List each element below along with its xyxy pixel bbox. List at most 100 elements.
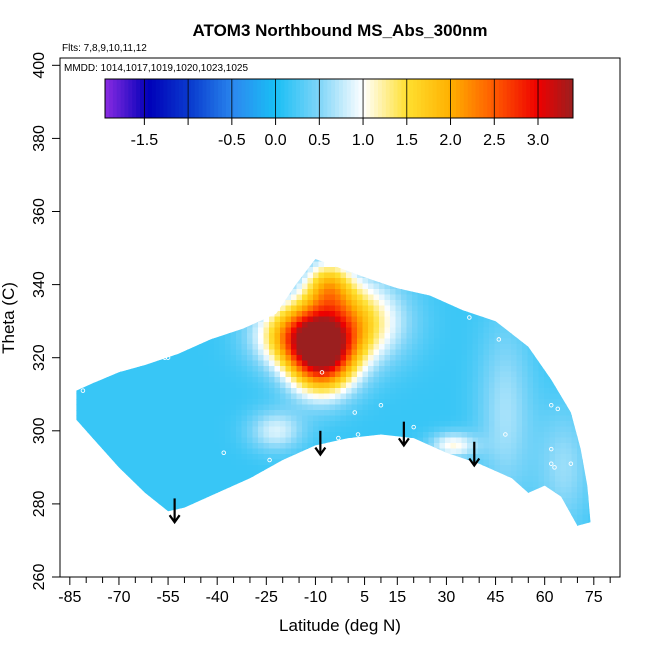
heatmap-cell — [219, 426, 226, 433]
heatmap-cell — [241, 487, 248, 494]
heatmap-cell — [181, 393, 188, 400]
heatmap-cell — [307, 327, 314, 334]
heatmap-cell — [164, 344, 171, 351]
heatmap-cell — [263, 305, 270, 312]
heatmap-cell — [170, 498, 177, 505]
heatmap-cell — [280, 388, 287, 395]
heatmap-cell — [307, 322, 314, 329]
heatmap-cell — [291, 234, 297, 240]
heatmap-cell — [219, 509, 226, 516]
heatmap-cell — [164, 454, 171, 461]
heatmap-cell — [302, 218, 308, 224]
heatmap-cell — [175, 525, 182, 526]
heatmap-cell — [137, 338, 144, 345]
heatmap-cell — [286, 575, 292, 581]
heatmap-cell — [203, 492, 210, 499]
heatmap-cell — [99, 553, 105, 559]
heatmap-cell — [324, 344, 331, 351]
heatmap-cell — [99, 113, 105, 119]
heatmap-cell — [208, 261, 215, 268]
heatmap-cell — [82, 141, 88, 147]
heatmap-cell — [297, 245, 303, 251]
heatmap-cell — [197, 404, 204, 411]
heatmap-cell — [82, 113, 88, 119]
heatmap-cell — [220, 542, 226, 548]
heatmap-cell — [77, 108, 83, 114]
heatmap-cell — [241, 503, 248, 510]
heatmap-cell — [280, 157, 286, 163]
heatmap-cell — [159, 300, 166, 307]
heatmap-cell — [197, 443, 204, 450]
heatmap-cell — [131, 355, 138, 362]
heatmap-cell — [93, 316, 100, 323]
heatmap-cell — [280, 245, 286, 251]
heatmap-cell — [192, 498, 199, 505]
heatmap-cell — [192, 223, 198, 229]
heatmap-cell — [148, 399, 155, 406]
heatmap-cell — [335, 476, 342, 483]
heatmap-cell — [181, 283, 188, 290]
heatmap-cell — [302, 119, 308, 125]
heatmap-cell — [165, 168, 171, 174]
heatmap-cell — [181, 201, 187, 207]
heatmap-cell — [98, 487, 105, 494]
heatmap-cell — [71, 564, 77, 570]
heatmap-cell — [219, 294, 226, 301]
heatmap-cell — [93, 487, 100, 494]
heatmap-cell — [346, 327, 353, 334]
heatmap-cell — [335, 542, 341, 548]
heatmap-cell — [98, 432, 105, 439]
heatmap-cell — [253, 157, 259, 163]
heatmap-cell — [120, 388, 127, 395]
heatmap-cell — [132, 531, 138, 537]
heatmap-cell — [329, 327, 336, 334]
heatmap-cell — [230, 377, 237, 384]
heatmap-cell — [297, 542, 303, 548]
heatmap-cell — [99, 124, 105, 130]
heatmap-cell — [319, 531, 325, 537]
heatmap-cell — [341, 537, 347, 543]
heatmap-cell — [99, 548, 105, 554]
heatmap-cell — [186, 509, 193, 516]
heatmap-cell — [302, 509, 309, 516]
heatmap-cell — [269, 300, 276, 307]
heatmap-cell — [341, 119, 347, 125]
heatmap-cell — [214, 218, 220, 224]
heatmap-cell — [104, 185, 110, 191]
heatmap-cell — [148, 570, 154, 576]
heatmap-cell — [148, 283, 155, 290]
heatmap-cell — [148, 525, 155, 526]
heatmap-cell — [208, 481, 215, 488]
heatmap-cell — [258, 278, 265, 285]
heatmap-cell — [225, 454, 232, 461]
heatmap-cell — [285, 278, 292, 285]
heatmap-cell — [110, 141, 116, 147]
heatmap-cell — [186, 272, 193, 279]
heatmap-cell — [346, 196, 352, 202]
heatmap-cell — [148, 152, 154, 158]
heatmap-cell — [324, 294, 331, 301]
heatmap-cell — [264, 542, 270, 548]
heatmap-cell — [308, 190, 314, 196]
heatmap-cell — [132, 201, 138, 207]
heatmap-cell — [71, 234, 77, 240]
heatmap-cell — [93, 338, 100, 345]
heatmap-cell — [219, 476, 226, 483]
heatmap-cell — [329, 344, 336, 351]
heatmap-cell — [98, 415, 105, 422]
heatmap-cell — [159, 141, 165, 147]
heatmap-cell — [258, 245, 264, 251]
heatmap-cell — [66, 311, 72, 317]
heatmap-cell — [274, 377, 281, 384]
heatmap-cell — [335, 399, 342, 406]
heatmap-cell — [82, 207, 88, 213]
heatmap-cell — [330, 564, 336, 570]
heatmap-cell — [263, 520, 270, 526]
heatmap-cell — [126, 240, 132, 246]
heatmap-cell — [71, 223, 77, 229]
heatmap-cell — [258, 201, 264, 207]
heatmap-cell — [82, 267, 89, 274]
heatmap-cell — [181, 388, 188, 395]
heatmap-cell — [340, 294, 347, 301]
heatmap-cell — [225, 520, 232, 526]
